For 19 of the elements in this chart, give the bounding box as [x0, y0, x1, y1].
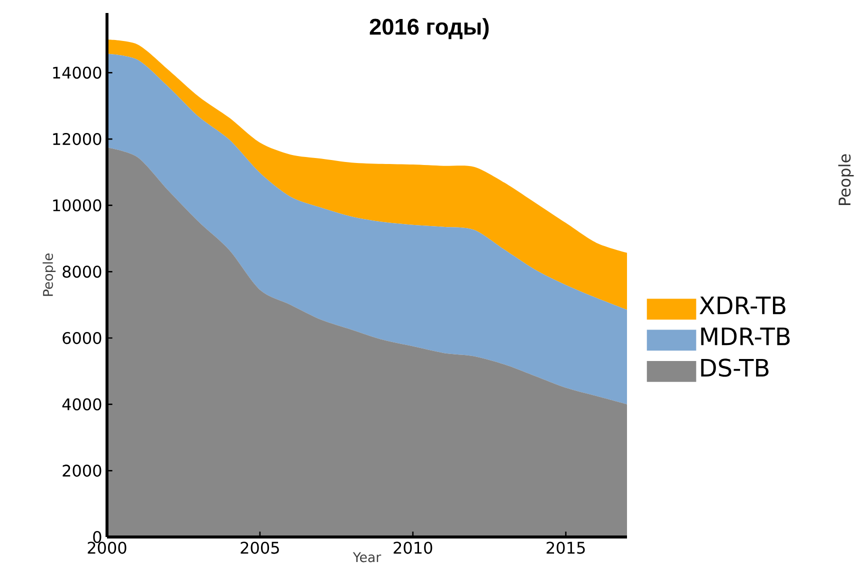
legend-label: MDR-TB	[701, 328, 790, 346]
x-tick-label: 2015	[546, 542, 585, 554]
x-tick-label: 2010	[394, 542, 432, 554]
legend-label: DS-TB	[701, 358, 768, 377]
chart-title: 2016 годы)	[370, 18, 489, 40]
x-tick-label: 2000	[88, 542, 126, 554]
x-tick-label: 2005	[240, 542, 279, 554]
y-tick-label: 0	[93, 530, 102, 544]
y-tick-label: 4000	[62, 398, 102, 410]
y-tick-label: 14000	[53, 66, 102, 79]
y-axis-title: People	[42, 254, 56, 296]
y-tick-label: 8000	[62, 266, 102, 278]
y-tick-label: 10000	[53, 199, 102, 212]
text: People	[838, 154, 854, 206]
y-tick-label: 6000	[62, 332, 102, 344]
y-tick-label: 2000	[62, 464, 102, 477]
y-tick-label: 12000	[53, 132, 102, 146]
x-axis-title: Year	[352, 552, 382, 562]
legend-label: XDR-TB	[700, 296, 786, 314]
